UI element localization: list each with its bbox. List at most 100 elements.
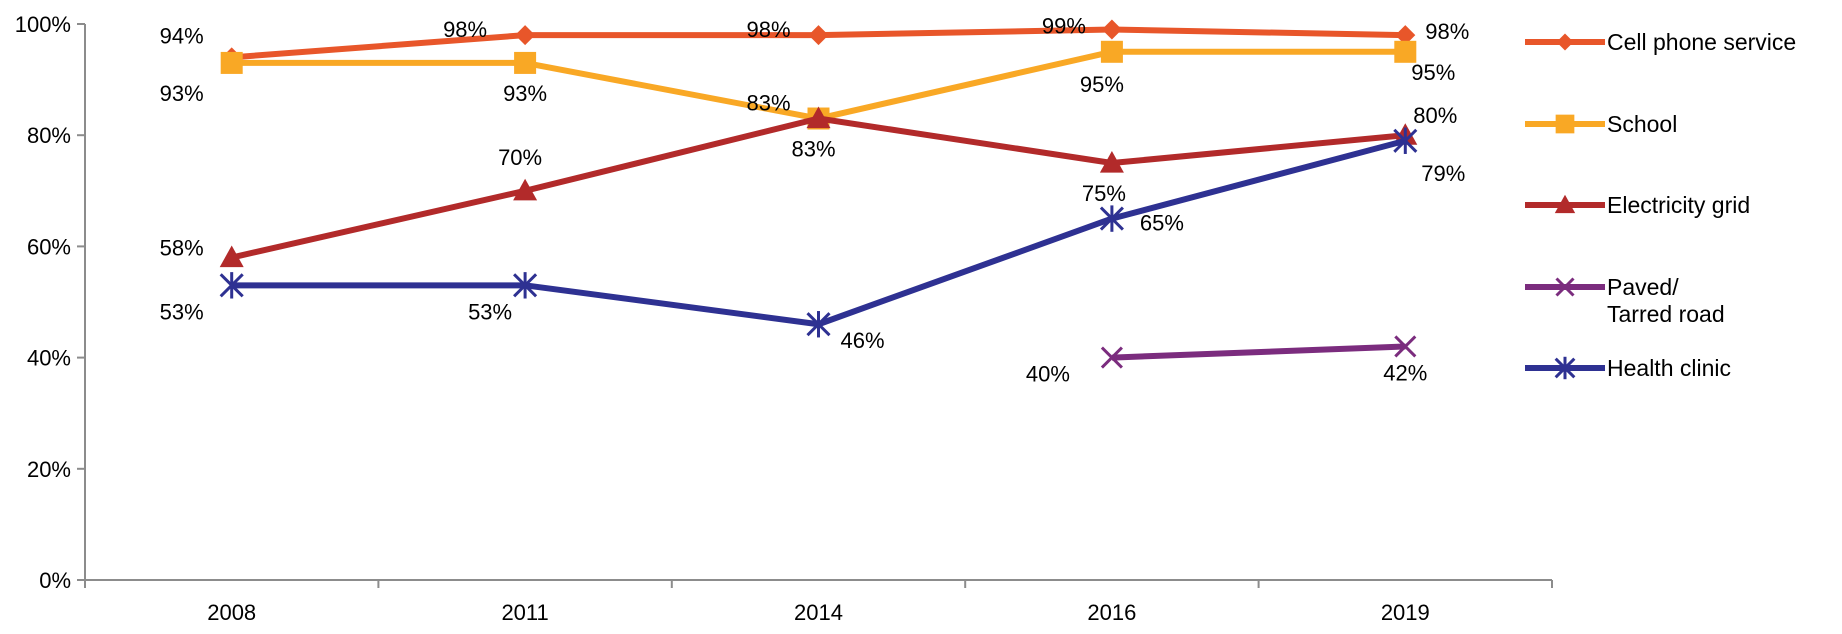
data-labels: 94% 98% 98% 99% 98% 93% 93% 83% 95% 95% 58% 70% 83% 7…	[160, 14, 1470, 387]
y-tick-label: 20%	[27, 457, 71, 482]
series-layer	[219, 19, 1418, 369]
legend-item-school: School	[1525, 111, 1677, 137]
legend-item-electricity-grid: Electricity grid	[1525, 192, 1750, 218]
data-label: 99%	[1042, 14, 1086, 39]
data-label: 94%	[160, 23, 204, 48]
legend-label-line: Tarred road	[1607, 301, 1725, 327]
data-point	[513, 178, 538, 201]
marker-square	[1555, 114, 1575, 134]
legend-marker	[1555, 277, 1575, 297]
data-label: 75%	[1082, 181, 1126, 206]
marker-x-stroke	[1100, 346, 1123, 369]
legend-marker	[1556, 33, 1574, 51]
data-label: 83%	[791, 137, 835, 162]
marker-triangle	[1099, 151, 1124, 173]
legend-label: Paved/Tarred road	[1607, 274, 1725, 327]
marker-x-stroke	[1555, 277, 1575, 297]
marker-x-stroke	[1394, 335, 1417, 358]
marker-square	[1394, 40, 1417, 63]
data-label: 95%	[1411, 60, 1455, 85]
x-tick-label: 2016	[1087, 600, 1136, 625]
legend-marker	[1555, 114, 1575, 134]
data-point	[1099, 151, 1124, 173]
series-paved-tarred-road	[1100, 335, 1417, 369]
marker-diamond	[1395, 25, 1416, 46]
marker-triangle	[806, 106, 831, 129]
y-tick-label: 40%	[27, 346, 71, 371]
marker-triangle	[1554, 194, 1576, 214]
y-tick-label: 60%	[27, 234, 71, 259]
data-label: 79%	[1421, 161, 1465, 186]
data-point	[1394, 335, 1417, 358]
legend-label-line: Paved/	[1607, 274, 1679, 300]
data-point	[513, 272, 538, 299]
axes: 0% 20% 40% 60% 80% 100% 2008 2011 2014 2016 2019	[15, 12, 1553, 625]
marker-diamond	[808, 25, 829, 46]
data-point	[1100, 40, 1123, 63]
legend: Cell phone service School Electricity grid…	[1525, 29, 1796, 381]
data-point	[1395, 25, 1416, 46]
legend-label-line: Cell phone service	[1607, 29, 1796, 55]
data-label: 83%	[746, 91, 790, 116]
data-label: 42%	[1383, 360, 1427, 385]
data-label: 70%	[498, 145, 542, 170]
data-label: 80%	[1413, 103, 1457, 128]
data-label: 95%	[1080, 72, 1124, 97]
marker-diamond	[1556, 33, 1574, 51]
data-label: 58%	[160, 236, 204, 261]
marker-triangle	[219, 245, 244, 268]
y-tick-label: 100%	[15, 12, 71, 37]
data-label: 98%	[443, 17, 487, 42]
legend-marker	[1554, 356, 1576, 380]
data-point	[1393, 127, 1418, 154]
legend-marker	[1554, 194, 1576, 214]
legend-label-line: Electricity grid	[1607, 192, 1750, 218]
data-label: 98%	[1425, 19, 1469, 44]
marker-diamond	[515, 25, 536, 46]
series-health-clinic	[219, 127, 1418, 338]
data-label: 53%	[160, 299, 204, 324]
data-label: 98%	[746, 17, 790, 42]
marker-diamond	[1101, 19, 1122, 40]
marker-square	[220, 51, 243, 74]
legend-item-health-clinic: Health clinic	[1525, 355, 1731, 381]
legend-label-line: Health clinic	[1607, 355, 1731, 381]
marker-triangle	[513, 178, 538, 201]
data-point	[806, 311, 831, 338]
data-label: 65%	[1140, 211, 1184, 236]
x-tick-label: 2014	[794, 600, 843, 625]
data-label: 93%	[503, 81, 547, 106]
data-label: 53%	[468, 299, 512, 324]
legend-label: Electricity grid	[1607, 192, 1750, 218]
y-tick-label: 80%	[27, 123, 71, 148]
data-point	[220, 51, 243, 74]
data-label: 93%	[160, 81, 204, 106]
marker-square	[514, 51, 537, 74]
data-point	[806, 106, 831, 129]
legend-item-paved-tarred-road: Paved/Tarred road	[1525, 274, 1725, 327]
data-point	[1394, 40, 1417, 63]
data-point	[1101, 19, 1122, 40]
data-point	[808, 25, 829, 46]
series-line-health-clinic	[231, 137, 1407, 328]
legend-label: Cell phone service	[1607, 29, 1796, 55]
data-point	[219, 272, 244, 299]
x-tick-label: 2011	[501, 600, 548, 625]
legend-label: Health clinic	[1607, 355, 1731, 381]
data-point	[1100, 346, 1123, 369]
data-point	[514, 51, 537, 74]
data-label: 46%	[840, 328, 884, 353]
data-point	[219, 245, 244, 268]
x-tick-label: 2019	[1381, 600, 1430, 625]
legend-label: School	[1607, 111, 1677, 137]
x-tick-label: 2008	[207, 600, 256, 625]
legend-item-cell-phone-service: Cell phone service	[1525, 29, 1796, 55]
legend-label-line: School	[1607, 111, 1677, 137]
y-tick-label: 0%	[39, 568, 71, 593]
marker-square	[1100, 40, 1123, 63]
data-point	[515, 25, 536, 46]
data-label: 40%	[1026, 362, 1070, 387]
data-point	[1099, 205, 1124, 232]
series-line-paved-tarred-road	[1111, 343, 1406, 361]
